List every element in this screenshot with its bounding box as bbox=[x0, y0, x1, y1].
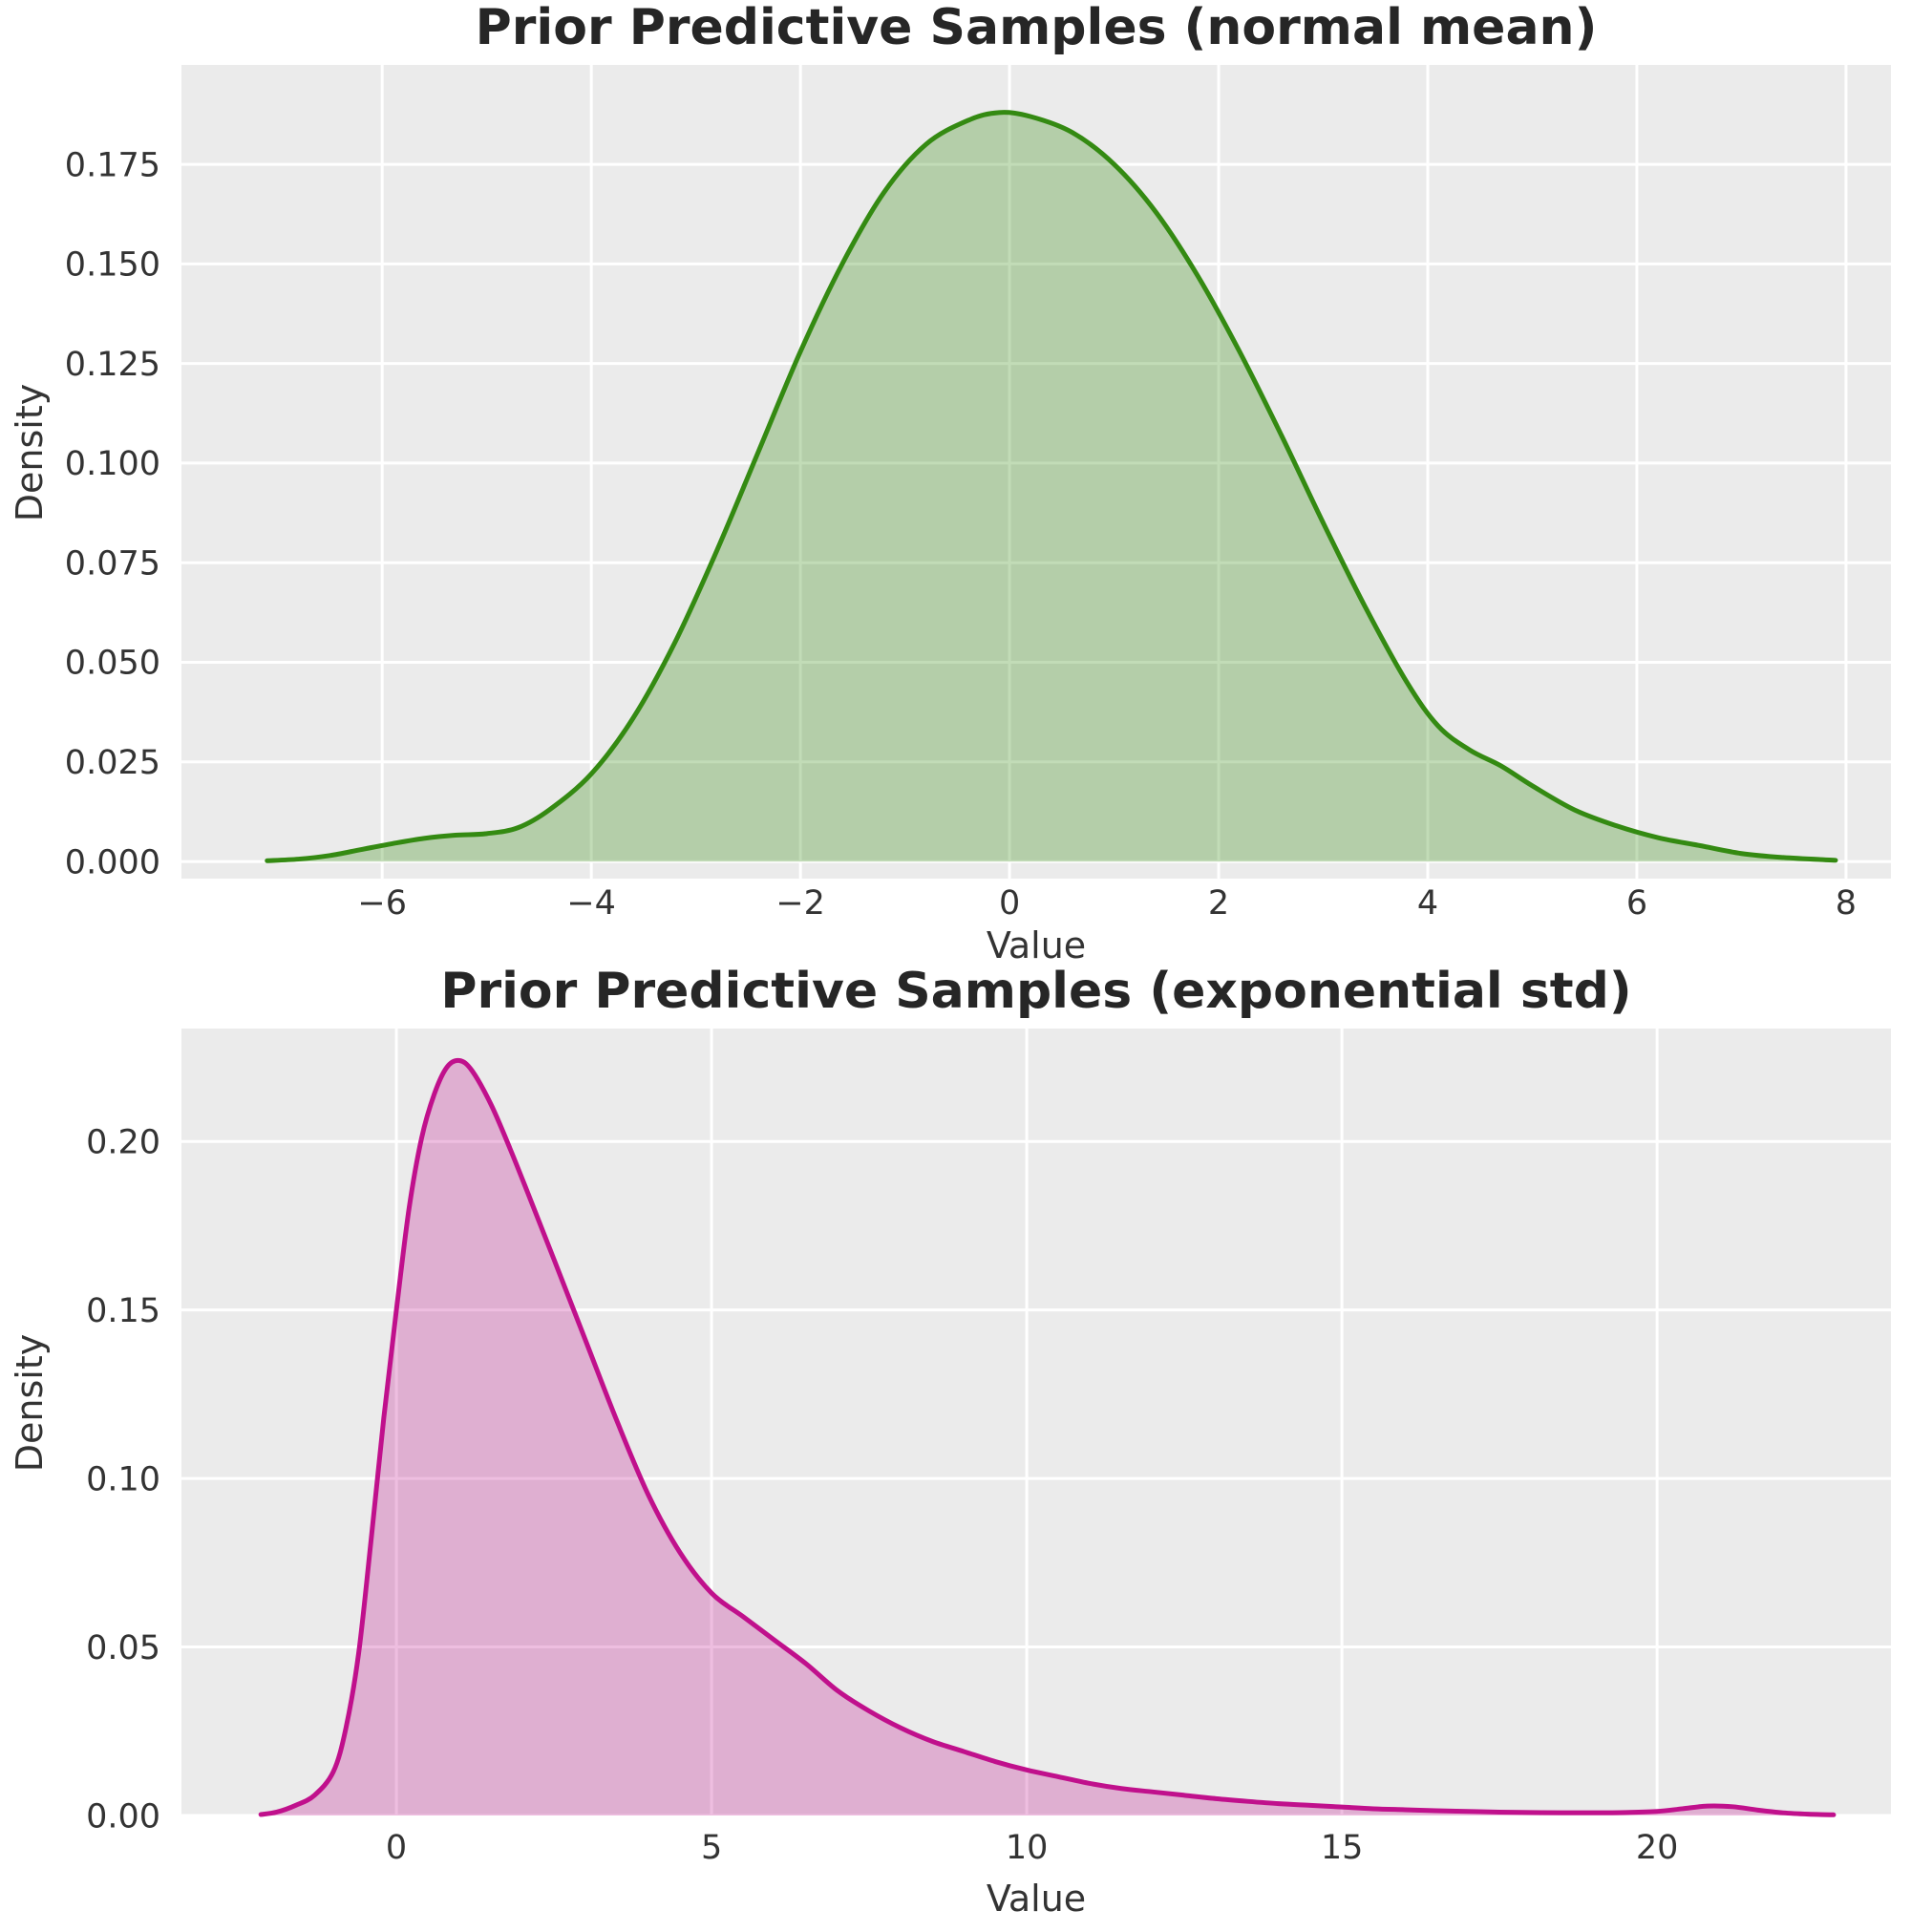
y-axis-label: Density bbox=[9, 1334, 51, 1472]
x-tick-label: 4 bbox=[1417, 884, 1438, 923]
x-tick-label: 0 bbox=[386, 1829, 407, 1867]
x-axis-label: Value bbox=[987, 924, 1086, 966]
y-tick-label: 0.10 bbox=[86, 1460, 160, 1498]
y-tick-label: 0.100 bbox=[65, 445, 160, 483]
x-axis-label: Value bbox=[987, 1878, 1086, 1920]
plot-area bbox=[181, 65, 1891, 879]
y-tick-label: 0.00 bbox=[86, 1797, 160, 1836]
x-tick-label: 20 bbox=[1636, 1829, 1679, 1867]
x-tick-label: 15 bbox=[1321, 1829, 1364, 1867]
y-tick-label: 0.20 bbox=[86, 1123, 160, 1161]
chart-title: Prior Predictive Samples (normal mean) bbox=[476, 0, 1598, 56]
x-tick-label: 8 bbox=[1836, 884, 1857, 923]
x-tick-label: 10 bbox=[1006, 1829, 1049, 1867]
y-tick-label: 0.050 bbox=[65, 645, 160, 683]
x-tick-label: 0 bbox=[999, 884, 1020, 923]
y-tick-label: 0.125 bbox=[65, 346, 160, 384]
x-tick-label: 2 bbox=[1208, 884, 1229, 923]
density-fill bbox=[261, 1060, 1834, 1815]
chart-svg: Prior Predictive Samples (exponential st… bbox=[9, 966, 1891, 1920]
x-tick-label: −6 bbox=[357, 884, 407, 923]
x-tick-label: −2 bbox=[775, 884, 825, 923]
y-tick-label: 0.15 bbox=[86, 1292, 160, 1330]
plot-area bbox=[181, 1029, 1891, 1815]
density-chart-exponential-std: Prior Predictive Samples (exponential st… bbox=[0, 966, 1932, 1931]
y-tick-label: 0.000 bbox=[65, 843, 160, 881]
y-tick-label: 0.075 bbox=[65, 544, 160, 583]
x-tick-label: −4 bbox=[566, 884, 616, 923]
y-tick-label: 0.175 bbox=[65, 146, 160, 184]
density-chart-normal-mean: Prior Predictive Samples (normal mean) −6… bbox=[9, 0, 1891, 966]
y-tick-label: 0.150 bbox=[65, 246, 160, 285]
x-tick-label: 6 bbox=[1626, 884, 1647, 923]
y-tick-label: 0.05 bbox=[86, 1629, 160, 1667]
x-tick-label: 5 bbox=[701, 1829, 722, 1867]
y-tick-label: 0.025 bbox=[65, 744, 160, 782]
y-axis-label: Density bbox=[9, 384, 51, 521]
density-curve bbox=[258, 1057, 1836, 1817]
chart-title: Prior Predictive Samples (exponential st… bbox=[440, 966, 1631, 1020]
density-curve bbox=[265, 110, 1838, 863]
chart-svg: Prior Predictive Samples (normal mean) −6… bbox=[9, 0, 1891, 966]
